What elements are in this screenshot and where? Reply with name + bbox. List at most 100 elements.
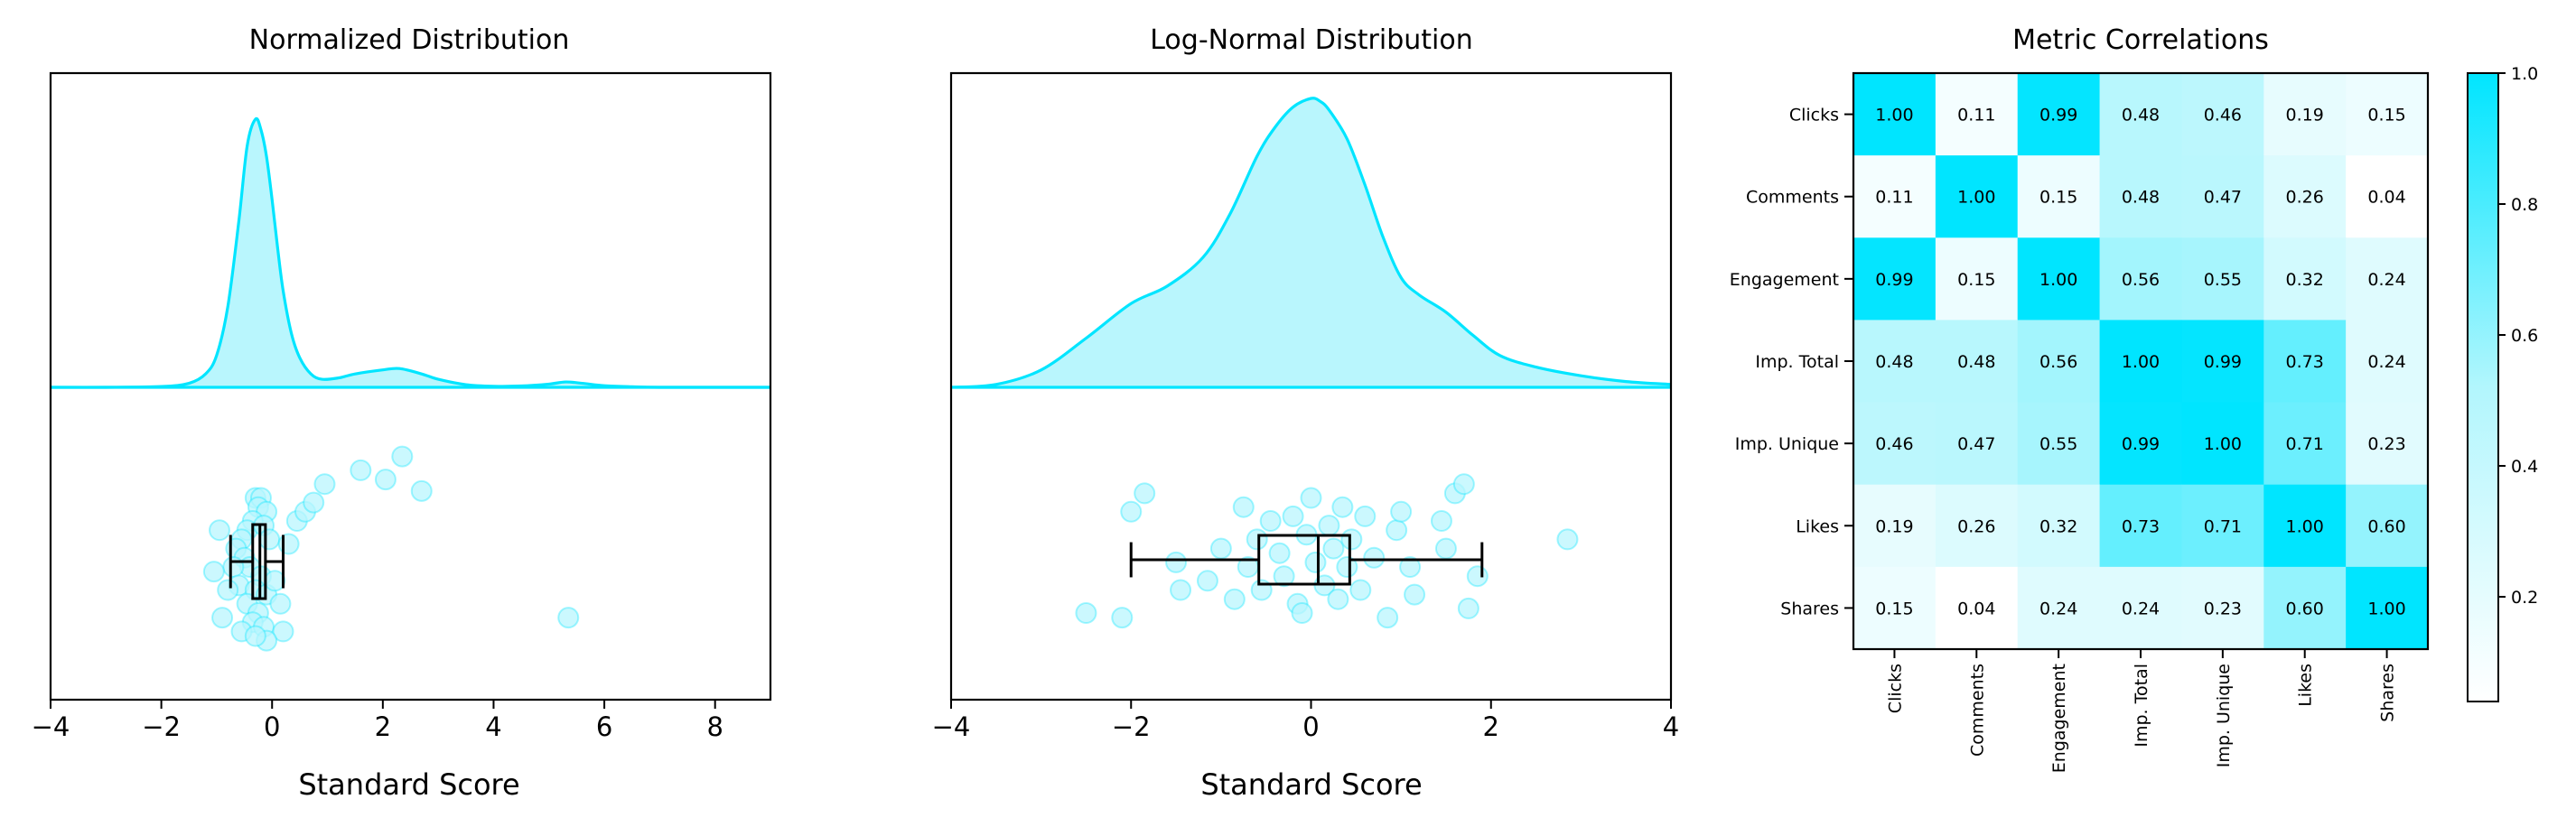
scatter-point xyxy=(269,592,292,615)
xtick-label: 4 xyxy=(485,711,501,742)
heatmap-cell xyxy=(1935,402,2019,486)
scatter-point xyxy=(1556,528,1579,551)
heatmap-row-label: Clicks xyxy=(1789,106,1839,125)
scatter-point xyxy=(1075,602,1097,624)
heatmap-row-labels: Clicks Comments Engagement Imp. Total Imp. U… xyxy=(1730,106,1853,618)
title-normalized: Normalized Distribution xyxy=(249,24,570,56)
density-area xyxy=(951,98,1671,387)
heatmap-column-label: Imp. Total xyxy=(2132,664,2151,748)
heatmap-row-label: Likes xyxy=(1796,516,1839,536)
heatmap-cell-value: 0.04 xyxy=(1957,599,1995,618)
scatter-point xyxy=(244,625,266,647)
heatmap-column-label: Clicks xyxy=(1885,664,1905,713)
density-normalized xyxy=(50,116,770,389)
heatmap-cell xyxy=(2181,402,2264,486)
heatmap-cell-value: 0.24 xyxy=(2122,599,2160,618)
xlabel-lognormal: Standard Score xyxy=(1200,767,1422,802)
boxplot-lognormal xyxy=(1129,534,1484,586)
heatmap-cell-value: 0.55 xyxy=(2204,270,2242,290)
heatmap-row-label: Imp. Total xyxy=(1755,352,1839,372)
scatter-point xyxy=(374,469,397,491)
heatmap-cell xyxy=(1853,402,1937,486)
scatter-point xyxy=(1304,551,1327,573)
heatmap-cell-value: 0.48 xyxy=(2122,106,2160,125)
points-lognormal xyxy=(1075,473,1579,629)
scatter-point xyxy=(1377,607,1399,629)
xticks-normalized: −4 −2 0 2 4 6 8 xyxy=(32,700,723,742)
heatmap-cell-value: 0.47 xyxy=(1957,434,1995,454)
heatmap-cell-value: 1.00 xyxy=(2039,270,2077,290)
scatter-point xyxy=(350,459,372,481)
heatmap-cell xyxy=(2181,566,2264,650)
title-lognormal: Log-Normal Distribution xyxy=(1150,24,1473,56)
scatter-point xyxy=(1282,505,1304,527)
heatmap-cell xyxy=(2181,320,2264,404)
scatter-point xyxy=(1170,579,1192,601)
boxplot-normalized xyxy=(229,523,285,600)
xtick-label: −4 xyxy=(932,711,971,742)
scatter-point xyxy=(1466,565,1489,588)
heatmap-cell-value: 0.56 xyxy=(2039,352,2077,372)
colorbar: 0.2 0.4 0.6 0.8 1.0 xyxy=(2467,64,2538,702)
scatter-point xyxy=(1327,588,1349,610)
heatmap-cell xyxy=(2181,73,2264,156)
heatmap-cell xyxy=(1935,320,2019,404)
panel-lognormal: Log-Normal Distribution −4 −2 0 2 4 Standard… xyxy=(932,24,1680,802)
heatmap-cell-value: 0.46 xyxy=(1875,434,1913,454)
heatmap-cell-value: 0.15 xyxy=(1875,599,1913,618)
heatmap-cell xyxy=(2017,73,2101,156)
heatmap-cell xyxy=(2263,566,2347,650)
scatter-point xyxy=(272,620,294,643)
heatmap-cell xyxy=(1853,320,1937,404)
colorbar-tick-label: 0.4 xyxy=(2511,457,2538,477)
heatmap-cell xyxy=(1853,237,1937,321)
heatmap-cell xyxy=(1853,73,1937,156)
scatter-point xyxy=(1336,556,1358,578)
density-line xyxy=(50,116,770,389)
title-heatmap: Metric Correlations xyxy=(2012,24,2269,56)
heatmap-column-label: Shares xyxy=(2378,664,2398,722)
scatter-point xyxy=(1246,528,1268,551)
heatmap-column-labels: Clicks Comments Engagement Imp. Total Imp. U… xyxy=(1885,649,2398,773)
xtick-label: 0 xyxy=(264,711,280,742)
heatmap-cell xyxy=(1935,73,2019,156)
scatter-point xyxy=(1268,542,1291,564)
heatmap-cell-value: 1.00 xyxy=(2286,516,2324,536)
heatmap-cell xyxy=(2181,155,2264,238)
scatter-point xyxy=(1390,500,1413,523)
scatter-point xyxy=(391,445,414,468)
colorbar-tick-label: 0.8 xyxy=(2511,195,2538,215)
heatmap-cell xyxy=(2017,402,2101,486)
scatter-point xyxy=(1209,537,1232,560)
heatmap-cell xyxy=(2346,155,2429,238)
heatmap-cell xyxy=(1935,484,2019,568)
heatmap-row-label: Comments xyxy=(1746,188,1839,208)
heatmap-cell xyxy=(2346,320,2429,404)
heatmap-cell xyxy=(2346,237,2429,321)
heatmap-cell xyxy=(2263,484,2347,568)
heatmap-cell-value: 0.56 xyxy=(2122,270,2160,290)
scatter-point xyxy=(1404,583,1426,606)
scatter-point xyxy=(1318,515,1340,537)
heatmap-cell-value: 0.60 xyxy=(2286,599,2324,618)
heatmap-cell xyxy=(2099,320,2182,404)
heatmap-cell-value: 0.11 xyxy=(1957,106,1995,125)
heatmap-cell xyxy=(2099,237,2182,321)
scatter-point xyxy=(1399,556,1422,578)
scatter-point xyxy=(277,533,300,555)
heatmap-cell xyxy=(1853,566,1937,650)
scatter-point xyxy=(1111,607,1134,629)
heatmap-cell-value: 0.48 xyxy=(2122,188,2160,208)
heatmap-cell-value: 1.00 xyxy=(1957,188,1995,208)
panel-normalized: Normalized Distribution −4 −2 0 2 4 6 8 Standa… xyxy=(32,24,772,802)
colorbar-tick-label: 1.0 xyxy=(2511,64,2538,84)
scatter-point xyxy=(222,556,245,578)
heatmap-cell xyxy=(2263,402,2347,486)
heatmap-cell-value: 0.46 xyxy=(2204,106,2242,125)
heatmap-row-label: Imp. Unique xyxy=(1735,434,1839,454)
scatter-point xyxy=(1452,473,1475,496)
heatmap-cell xyxy=(2099,484,2182,568)
heatmap-cell xyxy=(2263,237,2347,321)
heatmap-cell-value: 0.26 xyxy=(1957,516,1995,536)
